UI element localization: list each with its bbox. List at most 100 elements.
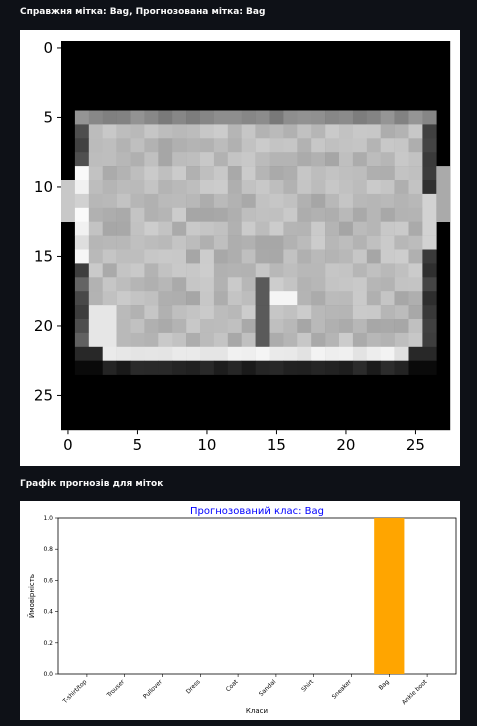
pixel	[102, 346, 117, 361]
pixel	[269, 277, 284, 292]
pixel	[213, 346, 229, 361]
pixel	[311, 235, 326, 250]
pixel	[255, 124, 270, 139]
pixel	[255, 193, 270, 209]
pixel	[172, 166, 187, 181]
x-tick-label: Ankle boot	[401, 678, 429, 706]
pixel	[422, 207, 437, 222]
pixel	[311, 277, 326, 292]
pixel	[144, 235, 159, 250]
pixel	[283, 305, 298, 320]
pixel	[186, 193, 201, 209]
pixel	[422, 166, 437, 181]
pixel	[283, 249, 298, 264]
pixel	[172, 138, 187, 153]
pixel	[102, 263, 117, 278]
pixel	[186, 332, 201, 348]
pixel	[213, 291, 229, 306]
pixel	[255, 346, 270, 361]
x-tick-label: 20	[336, 436, 355, 454]
pixel	[325, 263, 340, 278]
pixel	[88, 166, 103, 181]
pixel	[352, 319, 368, 334]
pixel-grid	[61, 41, 451, 431]
pixel	[394, 138, 409, 153]
pixel	[283, 346, 298, 361]
pixel	[422, 235, 437, 250]
pixel	[172, 193, 187, 209]
pixel	[283, 360, 298, 375]
pixel	[130, 124, 145, 139]
pixel	[352, 263, 368, 278]
pixel	[297, 124, 312, 139]
pixel	[352, 166, 368, 181]
pixel	[144, 221, 159, 236]
pixel	[269, 138, 284, 153]
pixel	[158, 152, 173, 167]
image-caption: Справжня мітка: Bag, Прогнозована мітка:…	[20, 7, 266, 17]
pixel	[88, 305, 103, 320]
pixel	[380, 346, 395, 361]
pixel	[241, 193, 256, 209]
pixel	[255, 360, 270, 375]
pixel	[325, 193, 340, 209]
pixel	[352, 277, 368, 292]
pixel	[130, 249, 145, 264]
pixel	[380, 180, 395, 195]
pixel	[200, 319, 215, 334]
pixel	[241, 110, 256, 125]
pixel	[74, 221, 90, 236]
pixel	[408, 263, 423, 278]
pixel	[325, 124, 340, 139]
pixel	[144, 360, 159, 375]
x-tick-label: Shirt	[300, 678, 315, 693]
pixel	[227, 291, 242, 306]
image-plot: 0 5 10 15 20 25 0 5 10 15 20 25	[34, 39, 451, 454]
pixel	[325, 346, 340, 361]
y-tick-label: 20	[34, 317, 53, 335]
pixel	[116, 263, 131, 278]
pixel	[339, 319, 354, 334]
pixel	[422, 319, 437, 334]
pixel	[283, 207, 298, 222]
pixel	[366, 193, 381, 209]
pixel	[269, 346, 284, 361]
pixel	[339, 235, 354, 250]
pixel	[269, 332, 284, 348]
pixel	[255, 235, 270, 250]
pixel	[436, 207, 451, 222]
x-tick-label: Dress	[185, 678, 202, 695]
pixel	[311, 124, 326, 139]
pixel	[186, 319, 201, 334]
x-tick-label: 10	[197, 436, 216, 454]
y-tick-label: 0	[43, 39, 53, 57]
pixel	[311, 193, 326, 209]
pixel	[366, 332, 381, 348]
pixel	[144, 319, 159, 334]
pixel	[394, 346, 409, 361]
pixel	[339, 277, 354, 292]
pixel	[172, 110, 187, 125]
pixel	[213, 360, 229, 375]
x-axis-label: Класи	[246, 707, 268, 715]
pixel	[366, 235, 381, 250]
pixel	[241, 277, 256, 292]
pixel	[352, 207, 368, 222]
pixel	[283, 166, 298, 181]
pixel	[88, 235, 103, 250]
pixel	[74, 332, 90, 348]
pixel	[394, 235, 409, 250]
pixel	[227, 221, 242, 236]
x-tick-label: Sneaker	[331, 678, 354, 701]
pixel	[144, 193, 159, 209]
pixel	[186, 166, 201, 181]
pixel	[297, 291, 312, 306]
pixel	[200, 263, 215, 278]
pixel	[352, 124, 368, 139]
pixel	[269, 360, 284, 375]
pixel	[186, 346, 201, 361]
pixel	[394, 305, 409, 320]
pixel	[422, 124, 437, 139]
pixel	[325, 110, 340, 125]
pixel	[394, 110, 409, 125]
